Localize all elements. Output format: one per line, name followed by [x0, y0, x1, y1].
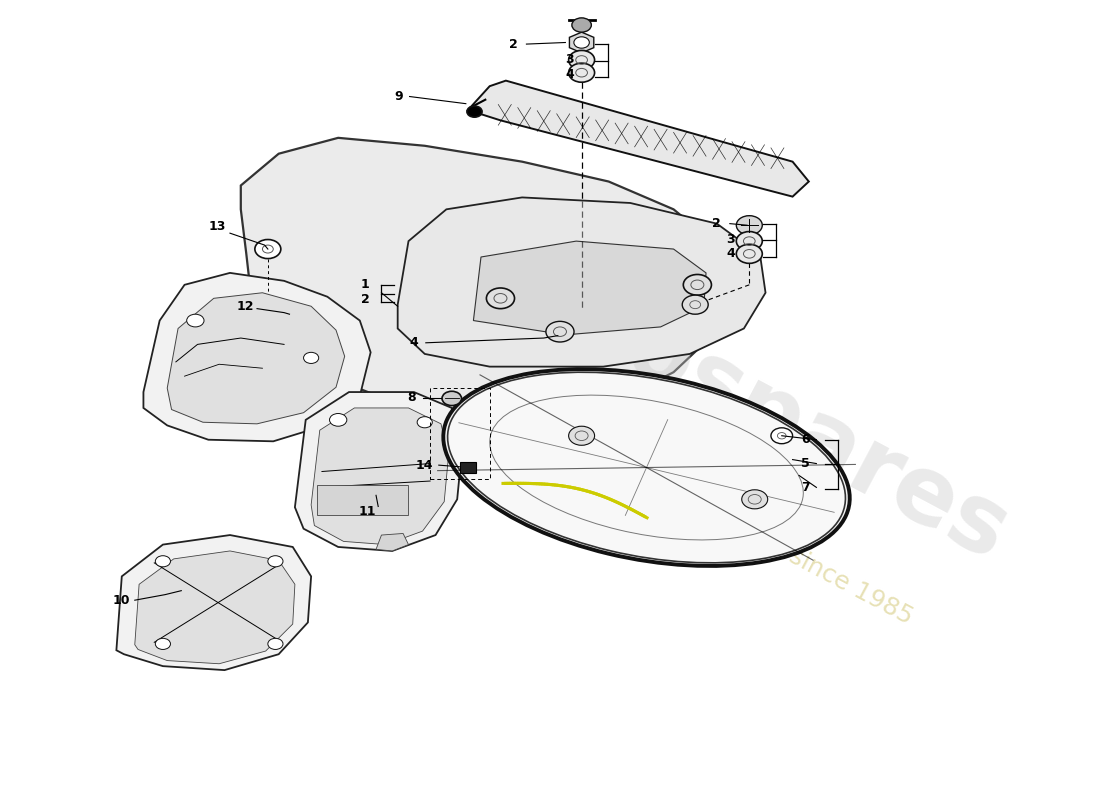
- Text: 13: 13: [208, 220, 226, 234]
- Text: 9: 9: [395, 90, 403, 103]
- Ellipse shape: [443, 369, 849, 566]
- Text: 3: 3: [565, 54, 574, 66]
- Circle shape: [267, 638, 283, 650]
- Polygon shape: [135, 551, 295, 664]
- Circle shape: [417, 417, 432, 428]
- Circle shape: [736, 244, 762, 263]
- Circle shape: [442, 391, 462, 406]
- Text: eurospares: eurospares: [453, 219, 1024, 581]
- Circle shape: [736, 216, 762, 234]
- Text: passion for porsche since 1985: passion for porsche since 1985: [561, 425, 916, 630]
- Circle shape: [155, 638, 170, 650]
- Text: 3: 3: [727, 233, 735, 246]
- Circle shape: [187, 314, 204, 327]
- Polygon shape: [167, 293, 344, 424]
- Circle shape: [569, 426, 595, 446]
- Polygon shape: [570, 32, 594, 53]
- Circle shape: [569, 63, 595, 82]
- Polygon shape: [295, 392, 463, 551]
- Circle shape: [255, 239, 280, 258]
- Text: 4: 4: [726, 246, 735, 259]
- Polygon shape: [311, 408, 449, 545]
- Circle shape: [574, 37, 590, 48]
- Circle shape: [683, 274, 712, 295]
- Polygon shape: [376, 534, 408, 551]
- Circle shape: [682, 295, 708, 314]
- Circle shape: [486, 288, 515, 309]
- Text: 4: 4: [409, 336, 418, 350]
- Text: 7: 7: [801, 481, 810, 494]
- Text: 11: 11: [359, 505, 376, 518]
- Circle shape: [569, 50, 595, 70]
- Text: 6: 6: [801, 434, 810, 446]
- Polygon shape: [398, 198, 766, 366]
- Text: 8: 8: [407, 391, 416, 404]
- Bar: [317, 485, 408, 515]
- Text: 2: 2: [713, 217, 722, 230]
- Text: 1: 1: [361, 278, 370, 291]
- Circle shape: [304, 352, 319, 363]
- Bar: [460, 462, 476, 473]
- Text: 12: 12: [236, 300, 254, 313]
- Text: 10: 10: [113, 594, 131, 606]
- Text: 2: 2: [361, 294, 370, 306]
- Circle shape: [736, 231, 762, 250]
- Circle shape: [330, 414, 346, 426]
- Polygon shape: [143, 273, 371, 442]
- Text: 14: 14: [416, 458, 433, 472]
- Circle shape: [466, 106, 482, 117]
- Circle shape: [572, 18, 592, 32]
- Text: 2: 2: [509, 38, 518, 50]
- Polygon shape: [117, 535, 311, 670]
- Circle shape: [771, 428, 793, 444]
- Polygon shape: [473, 241, 706, 335]
- Text: 4: 4: [565, 68, 574, 81]
- Polygon shape: [241, 138, 728, 416]
- Circle shape: [741, 490, 768, 509]
- Polygon shape: [468, 81, 808, 197]
- Circle shape: [155, 556, 170, 567]
- Ellipse shape: [448, 372, 846, 563]
- Circle shape: [267, 556, 283, 567]
- Text: 5: 5: [801, 457, 810, 470]
- Circle shape: [546, 322, 574, 342]
